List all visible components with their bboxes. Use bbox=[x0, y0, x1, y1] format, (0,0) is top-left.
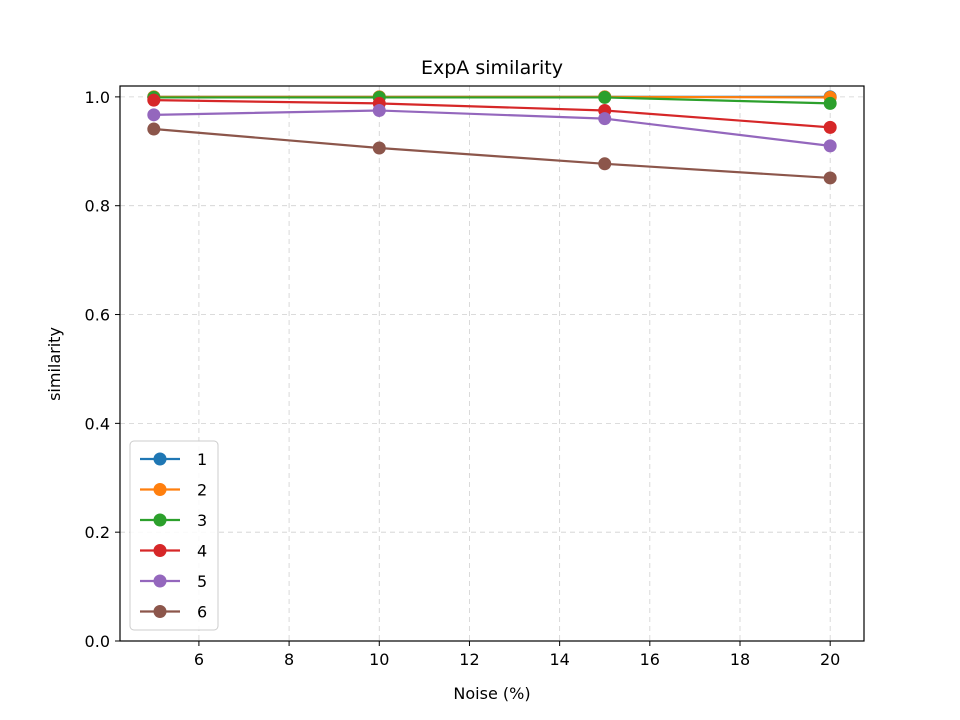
x-tick-label: 12 bbox=[459, 650, 479, 669]
legend-label: 4 bbox=[197, 542, 207, 561]
legend-item: 6 bbox=[140, 603, 207, 622]
legend-item: 5 bbox=[140, 572, 207, 591]
data-point bbox=[372, 141, 386, 155]
legend-item: 2 bbox=[140, 481, 207, 500]
data-point bbox=[823, 120, 837, 134]
plot-frame bbox=[119, 85, 865, 642]
legend-marker bbox=[153, 605, 167, 618]
x-tick-label: 20 bbox=[820, 650, 840, 669]
series-5 bbox=[147, 103, 837, 153]
legend-marker bbox=[153, 544, 167, 557]
y-tick-label: 0.8 bbox=[85, 197, 110, 216]
legend-marker bbox=[153, 483, 167, 496]
series-lines bbox=[147, 90, 837, 185]
data-point bbox=[598, 90, 612, 104]
legend-label: 3 bbox=[197, 511, 207, 530]
legend: 1 2 3 4 5 6 bbox=[129, 440, 219, 631]
legend-item: 1 bbox=[140, 450, 207, 469]
series-6 bbox=[147, 122, 837, 185]
data-point bbox=[147, 122, 161, 136]
series-line bbox=[153, 96, 831, 105]
legend-box bbox=[129, 440, 219, 631]
x-tick-label: 18 bbox=[730, 650, 750, 669]
y-tick-label: 0.2 bbox=[85, 523, 110, 542]
x-tick-label: 8 bbox=[284, 650, 294, 669]
axis-ticks: 6 8 10 12 14 16 18 200.00.20.40.60.81.0 bbox=[85, 88, 841, 669]
chart-title: ExpA similarity bbox=[421, 57, 563, 79]
legend-label: 1 bbox=[197, 450, 207, 469]
data-point bbox=[147, 93, 161, 107]
y-tick-label: 0.4 bbox=[85, 414, 110, 433]
series-line bbox=[153, 109, 831, 147]
legend-item: 4 bbox=[140, 542, 207, 561]
y-tick-label: 0.0 bbox=[85, 632, 110, 651]
x-tick-label: 6 bbox=[194, 650, 204, 669]
data-point bbox=[823, 96, 837, 110]
y-tick-label: 1.0 bbox=[85, 88, 110, 107]
legend-item: 3 bbox=[140, 511, 207, 530]
data-point bbox=[372, 103, 386, 117]
series-line bbox=[153, 127, 831, 180]
series-line bbox=[153, 99, 831, 129]
data-point bbox=[598, 157, 612, 171]
grid bbox=[120, 86, 864, 642]
legend-marker bbox=[153, 513, 167, 527]
x-tick-label: 10 bbox=[369, 650, 389, 669]
legend-label: 6 bbox=[197, 603, 207, 622]
legend-marker bbox=[153, 452, 167, 466]
y-axis-label: similarity bbox=[45, 327, 64, 401]
data-point bbox=[598, 112, 612, 126]
legend-marker bbox=[153, 574, 167, 588]
x-axis-label: Noise (%) bbox=[453, 684, 530, 703]
y-tick-label: 0.6 bbox=[85, 306, 110, 325]
x-tick-label: 14 bbox=[549, 650, 569, 669]
data-point bbox=[147, 108, 161, 122]
legend-label: 2 bbox=[197, 481, 207, 500]
data-point bbox=[823, 171, 837, 185]
data-point bbox=[823, 139, 837, 153]
x-tick-label: 16 bbox=[640, 650, 660, 669]
legend-label: 5 bbox=[197, 572, 207, 591]
